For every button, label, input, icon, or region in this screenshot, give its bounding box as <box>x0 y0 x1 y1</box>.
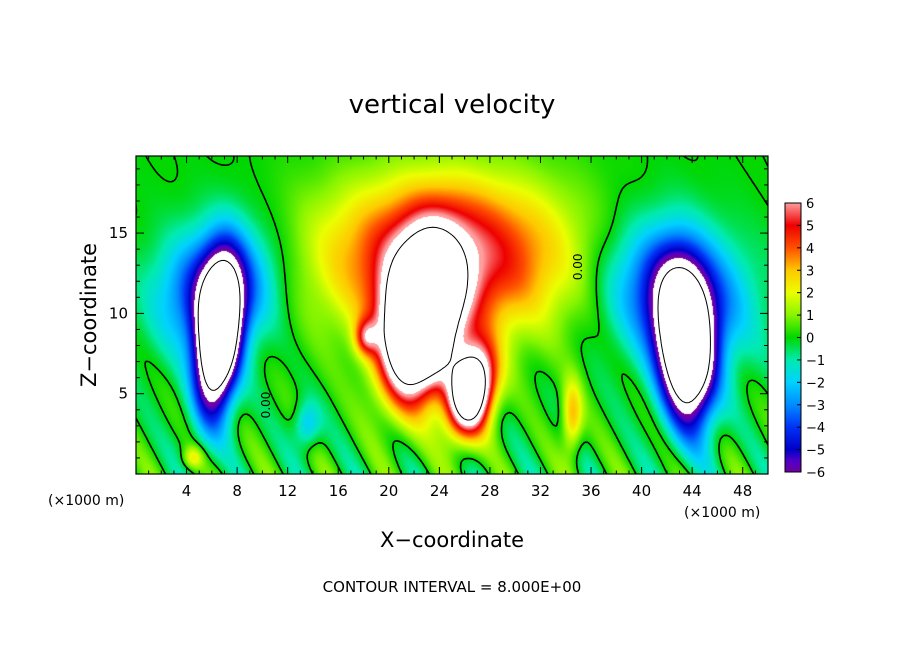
colorbar-tick-label: −3 <box>806 399 825 414</box>
contour-lines <box>136 156 768 474</box>
x-units-left: (×1000 m) <box>48 493 124 509</box>
plot-area: 0.00 0.00 <box>135 155 769 475</box>
colorbar-tick-label: 4 <box>806 242 814 257</box>
x-tick-label: 44 <box>683 482 702 500</box>
contour-zero <box>136 156 768 474</box>
x-tick-label: 40 <box>632 482 651 500</box>
x-axis-title: X−coordinate <box>380 528 524 552</box>
contour-labels: 0.00 0.00 <box>259 253 585 418</box>
contour-negative <box>197 259 711 404</box>
colorbar-tick-label: −5 <box>806 444 825 459</box>
x-tick-label: 36 <box>581 482 600 500</box>
x-axis: 4 8 12 16 20 24 28 32 36 40 44 48 <box>148 156 756 500</box>
colorbar-ticks: 6 5 4 3 2 1 0 −1 −2 −3 −4 −5 −6 <box>797 197 825 481</box>
x-tick-label: 28 <box>480 482 499 500</box>
colorbar-tick-label: 2 <box>806 287 814 302</box>
y-axis: 5 10 15 <box>109 168 768 459</box>
y-axis-title: Z−coordinate <box>77 243 101 387</box>
x-tick-label: 4 <box>182 482 192 500</box>
y-tick-label: 15 <box>109 224 128 242</box>
y-tick-label: 10 <box>109 304 128 322</box>
chart-title: vertical velocity <box>349 90 556 120</box>
colorbar: 6 5 4 3 2 1 0 −1 −2 −3 −4 −5 −6 <box>784 197 825 481</box>
colorbar-tick-label: 0 <box>806 332 814 347</box>
colorbar-tick-label: 6 <box>806 197 814 212</box>
contour-label: 0.00 <box>259 392 273 419</box>
x-tick-label: 20 <box>379 482 398 500</box>
colorbar-tick-label: 5 <box>806 219 814 234</box>
x-tick-label: 48 <box>733 482 752 500</box>
x-tick-label: 16 <box>329 482 348 500</box>
x-tick-label: 32 <box>531 482 550 500</box>
colorbar-tick-label: 3 <box>806 264 814 279</box>
colorbar-tick-label: 1 <box>806 309 814 324</box>
velocity-field <box>136 156 768 474</box>
y-tick-label: 5 <box>118 385 128 403</box>
contour-label: 0.00 <box>571 253 585 280</box>
colorbar-tick-label: −2 <box>806 376 825 391</box>
contour-positive <box>383 226 486 421</box>
x-tick-label: 24 <box>430 482 449 500</box>
colorbar-tick-label: −4 <box>806 421 825 436</box>
x-units-right: (×1000 m) <box>684 505 760 521</box>
colorbar-tick-label: −1 <box>806 354 825 369</box>
contour-interval-note: CONTOUR INTERVAL = 8.000E+00 <box>323 578 582 596</box>
x-tick-label: 12 <box>278 482 297 500</box>
x-tick-label: 8 <box>232 482 242 500</box>
colorbar-tick-label: −6 <box>806 466 825 481</box>
